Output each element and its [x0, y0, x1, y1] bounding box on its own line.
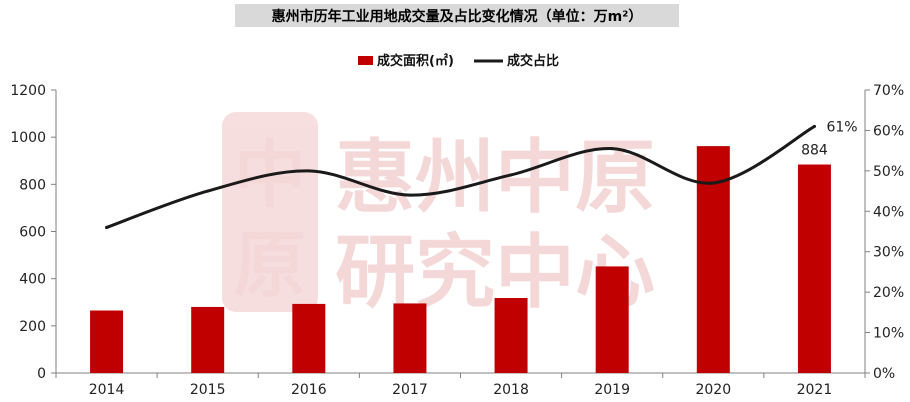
y-left-tick-label: 0: [37, 366, 46, 382]
x-tick-label: 2017: [392, 382, 428, 398]
data-labels-group: 884 61%: [801, 119, 857, 158]
bar-2017: [393, 303, 427, 373]
watermark-logo-bottom: 原: [234, 223, 306, 307]
data-label-bar-2021: 884: [801, 143, 828, 159]
x-tick-label: 2018: [493, 382, 529, 398]
y-right-tick-label: 60%: [873, 123, 904, 139]
axes-group: 0 200 400 600 800 1000 1200 0% 10% 20% 30% 40% 50% 60…: [10, 83, 904, 398]
legend-swatch-area: [358, 56, 373, 65]
y-right-tick-label: 50%: [873, 164, 904, 180]
x-tick-label: 2020: [695, 382, 731, 398]
bar-2018: [494, 298, 528, 373]
ratio-point-2016: [307, 169, 311, 173]
ratio-point-2021: [812, 124, 816, 128]
y-left-tick-label: 200: [19, 319, 46, 335]
x-tick-label: 2015: [190, 382, 226, 398]
y-left-tick-label: 1000: [10, 130, 46, 146]
chart-title: 惠州市历年工业用地成交量及占比变化情况（单位：万m²）: [271, 8, 643, 25]
bar-2019: [595, 266, 629, 373]
y-right-tick-label: 40%: [873, 204, 904, 220]
ratio-point-2020: [711, 181, 715, 185]
x-tick-label: 2014: [89, 382, 125, 398]
y-left-tick-label: 400: [19, 272, 46, 288]
x-tick-label: 2019: [594, 382, 630, 398]
bar-2014: [90, 310, 124, 373]
watermark: 中 原 惠州中原 研究中心: [222, 112, 655, 319]
chart-title-bar: 惠州市历年工业用地成交量及占比变化情况（单位：万m²）: [235, 4, 679, 27]
line-group: [105, 124, 816, 229]
watermark-logo-box: [222, 112, 318, 312]
bar-2021: [797, 164, 831, 373]
y-left-tick-label: 1200: [10, 83, 46, 99]
y-right-tick-label: 10%: [873, 326, 904, 342]
bar-2015: [191, 306, 225, 373]
ratio-point-2019: [610, 147, 614, 151]
legend-label-ratio: 成交占比: [507, 53, 559, 69]
legend: 成交面积(㎡) 成交占比: [358, 53, 559, 69]
x-tick-label: 2021: [797, 382, 833, 398]
legend-label-area: 成交面积(㎡): [377, 53, 454, 69]
y-left-tick-label: 800: [19, 177, 46, 193]
bar-2016: [292, 303, 326, 373]
y-right-tick-label: 30%: [873, 245, 904, 261]
ratio-point-2017: [408, 193, 412, 197]
ratio-point-2018: [509, 173, 513, 177]
y-left-tick-label: 600: [19, 225, 46, 241]
y-right-tick-label: 70%: [873, 83, 904, 99]
y-right-tick-label: 20%: [873, 285, 904, 301]
ratio-line: [105, 124, 816, 229]
y-right-tick-label: 0%: [873, 366, 895, 382]
data-label-line-2021: 61%: [826, 119, 857, 135]
ratio-point-2015: [206, 189, 210, 193]
ratio-point-2014: [105, 225, 109, 229]
x-tick-label: 2016: [291, 382, 327, 398]
